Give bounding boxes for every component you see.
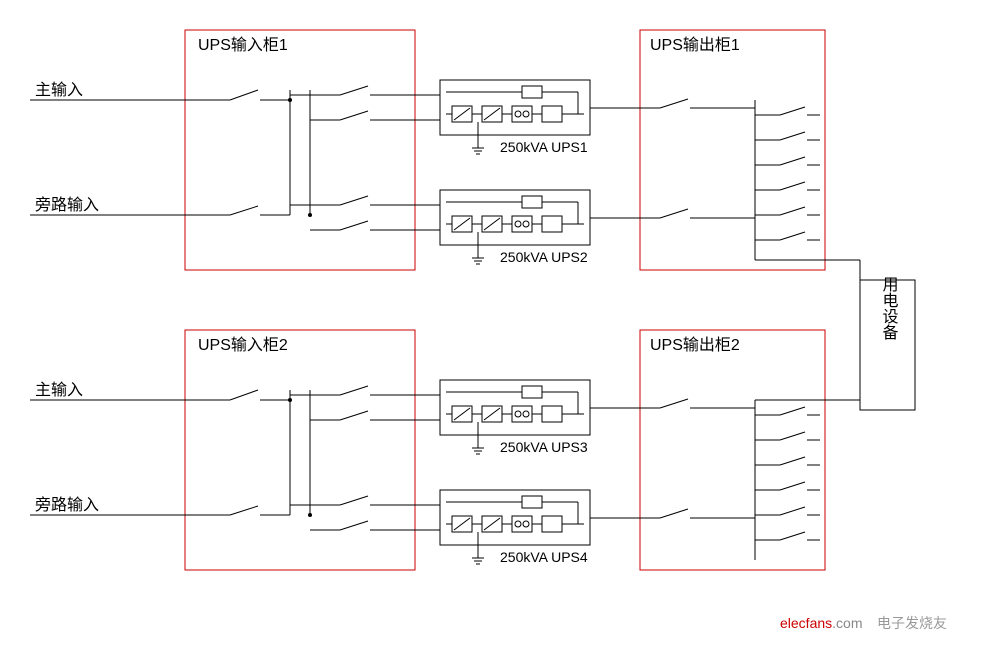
main-input-1-label: 主输入 bbox=[35, 81, 83, 99]
input-cabinet-1-box bbox=[185, 30, 415, 270]
bypass-input-2-wire bbox=[170, 496, 440, 530]
bypass-input-1-label: 旁路输入 bbox=[35, 196, 99, 214]
output-bus-1 bbox=[755, 100, 860, 280]
output-cabinet-2-label: UPS输出柜2 bbox=[650, 336, 740, 354]
ups2-label: 250kVA UPS2 bbox=[500, 249, 588, 265]
output-cabinet-1-label: UPS输出柜1 bbox=[650, 36, 740, 54]
ups3-to-output bbox=[590, 399, 755, 408]
ups1-label: 250kVA UPS1 bbox=[500, 139, 588, 155]
main-input-2-wire bbox=[170, 386, 440, 515]
main-input-1-wire bbox=[170, 86, 440, 215]
main-input-2-label: 主输入 bbox=[35, 381, 83, 399]
ups4-label: 250kVA UPS4 bbox=[500, 549, 588, 565]
ups-schematic: UPS输入柜1 主输入 旁路输入 bbox=[0, 0, 985, 661]
footer-watermark: elecfans.com 电子发烧友 bbox=[780, 615, 947, 632]
bypass-input-2-label: 旁路输入 bbox=[35, 496, 99, 514]
bypass-input-1-wire bbox=[170, 196, 440, 230]
input-cabinet-1-label: UPS输入柜1 bbox=[198, 36, 288, 54]
output-bus-2 bbox=[755, 400, 860, 560]
load-label: 用电设备 bbox=[880, 276, 899, 340]
input-cabinet-2-box bbox=[185, 330, 415, 570]
ups3-label: 250kVA UPS3 bbox=[500, 439, 588, 455]
input-cabinet-2-label: UPS输入柜2 bbox=[198, 336, 288, 354]
ups1-to-output bbox=[590, 99, 755, 108]
ups2-to-output bbox=[590, 209, 755, 218]
ups4-to-output bbox=[590, 509, 755, 518]
